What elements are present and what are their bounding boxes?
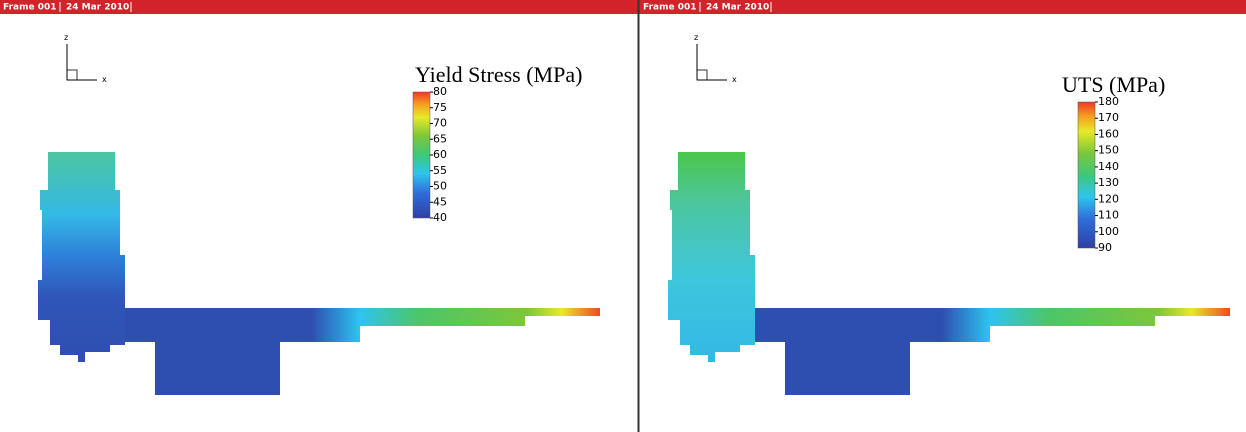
legend-tick-label: 40 [433,211,447,224]
color-bar [1077,101,1096,249]
legend-tick-label: 160 [1098,127,1119,140]
legend-tick-label: 100 [1098,225,1119,238]
legend-tick-label: 130 [1098,176,1119,189]
panel: Frame 001 24 Mar 2010 z x Yield Stress (MPa)… [3,2,600,395]
axis-z-label: z [694,33,698,42]
legend-tick-label: 80 [433,85,447,98]
legend-tick-label: 90 [1098,241,1112,254]
axis-box [696,69,708,81]
legend-title: Yield Stress (MPa) [415,62,582,87]
legend-tick-label: 65 [433,132,447,145]
legend-tick-label: 140 [1098,160,1119,173]
axis-box [66,69,78,81]
legend-tick-label: 170 [1098,111,1119,124]
tower [668,152,755,362]
axis-z-label: z [64,33,68,42]
legend-tick-label: 45 [433,195,447,208]
legend-tick-label: 55 [433,164,447,177]
date-label: 24 Mar 2010 [706,3,769,13]
tower [38,152,125,362]
legend-tick-label: 75 [433,101,447,114]
legend-tick-label: 60 [433,148,447,161]
legend-tick-label: 50 [433,180,447,193]
axis-x-label: x [732,75,737,84]
legend-tick-label: 70 [433,117,447,130]
frame-label: Frame 001 [643,3,697,13]
legend-tick-label: 180 [1098,95,1119,108]
arm [120,308,600,342]
date-label: 24 Mar 2010 [66,3,129,13]
frame-label: Frame 001 [3,3,57,13]
legend-tick-label: 110 [1098,209,1119,222]
block [785,340,910,395]
legend-title: UTS (MPa) [1062,72,1165,97]
legend-tick-label: 150 [1098,144,1119,157]
color-bar [412,91,431,219]
arm [750,308,1230,342]
panel: Frame 001 24 Mar 2010 z x UTS (MPa)180 170 160… [643,2,1230,395]
block [155,340,280,395]
axis-x-label: x [102,75,107,84]
legend-tick-label: 120 [1098,192,1119,205]
header-bar [0,0,1246,14]
